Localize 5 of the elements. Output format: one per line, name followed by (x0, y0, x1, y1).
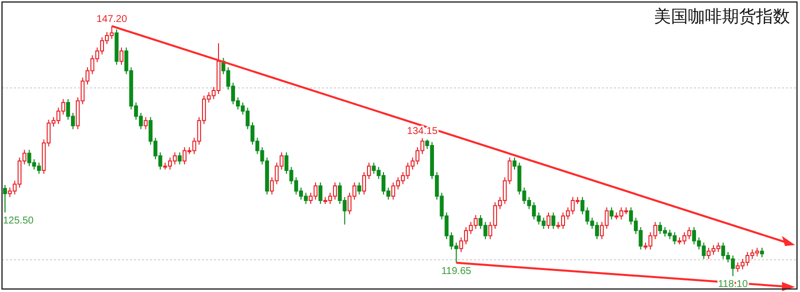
annotation: 147.20 (96, 14, 128, 26)
annotation: 119.65 (441, 266, 472, 277)
annotation: 134.15 (407, 126, 438, 138)
annotation: 125.50 (3, 216, 34, 227)
chart-title: 美国咖啡期货指数 (654, 7, 790, 26)
